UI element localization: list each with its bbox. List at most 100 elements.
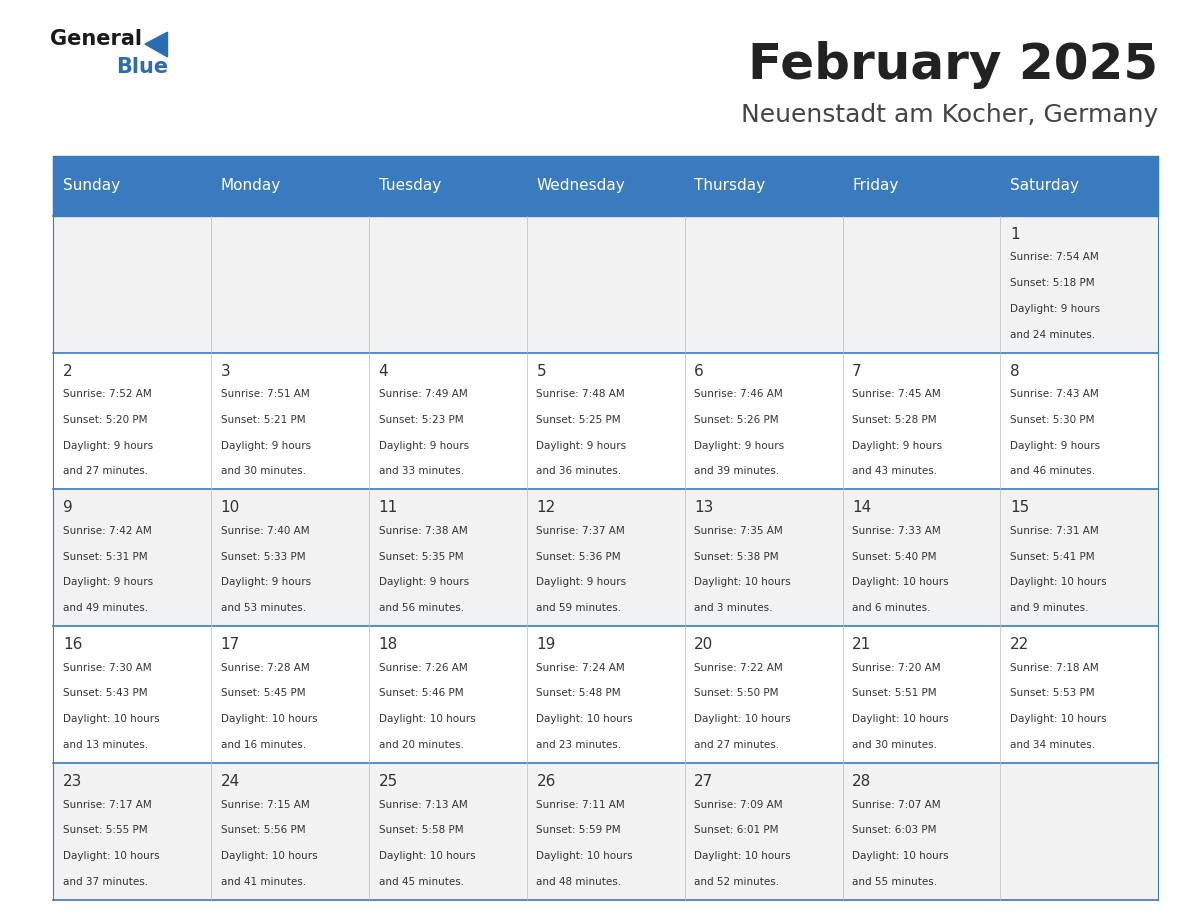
Text: Sunrise: 7:46 AM: Sunrise: 7:46 AM [694,389,783,399]
Text: 3: 3 [221,364,230,378]
Text: and 41 minutes.: and 41 minutes. [221,877,307,887]
Text: Sunset: 5:35 PM: Sunset: 5:35 PM [379,552,463,562]
Text: and 45 minutes.: and 45 minutes. [379,877,463,887]
Text: and 30 minutes.: and 30 minutes. [852,740,937,750]
Text: Sunrise: 7:52 AM: Sunrise: 7:52 AM [63,389,152,399]
Bar [53,626,1158,763]
Text: Sunset: 5:40 PM: Sunset: 5:40 PM [852,552,936,562]
Text: 11: 11 [379,500,398,515]
Text: Sunset: 5:45 PM: Sunset: 5:45 PM [221,688,305,699]
Text: Sunset: 5:59 PM: Sunset: 5:59 PM [537,825,621,835]
Text: Sunrise: 7:51 AM: Sunrise: 7:51 AM [221,389,310,399]
Text: Sunset: 5:20 PM: Sunset: 5:20 PM [63,415,147,425]
Text: Daylight: 10 hours: Daylight: 10 hours [694,714,791,724]
Text: 24: 24 [221,774,240,789]
Text: and 56 minutes.: and 56 minutes. [379,603,463,613]
Bar [53,763,1158,900]
Text: and 20 minutes.: and 20 minutes. [379,740,463,750]
Text: 14: 14 [852,500,871,515]
Text: Daylight: 10 hours: Daylight: 10 hours [852,851,949,861]
Text: Sunrise: 7:20 AM: Sunrise: 7:20 AM [852,663,941,673]
Text: Sunrise: 7:18 AM: Sunrise: 7:18 AM [1010,663,1099,673]
Text: Daylight: 9 hours: Daylight: 9 hours [221,577,311,588]
Text: 17: 17 [221,637,240,652]
Text: Daylight: 9 hours: Daylight: 9 hours [537,441,626,451]
Bar [53,216,1158,353]
Text: Sunset: 6:03 PM: Sunset: 6:03 PM [852,825,936,835]
Text: Daylight: 9 hours: Daylight: 9 hours [221,441,311,451]
Text: Sunrise: 7:17 AM: Sunrise: 7:17 AM [63,800,152,810]
Text: Sunset: 5:33 PM: Sunset: 5:33 PM [221,552,305,562]
Text: Sunset: 5:21 PM: Sunset: 5:21 PM [221,415,305,425]
Text: Daylight: 10 hours: Daylight: 10 hours [1010,577,1106,588]
Text: Neuenstadt am Kocher, Germany: Neuenstadt am Kocher, Germany [741,103,1158,127]
Text: and 9 minutes.: and 9 minutes. [1010,603,1088,613]
Text: and 55 minutes.: and 55 minutes. [852,877,937,887]
Text: Daylight: 9 hours: Daylight: 9 hours [694,441,784,451]
Text: 28: 28 [852,774,871,789]
Text: Daylight: 10 hours: Daylight: 10 hours [221,851,317,861]
Text: and 46 minutes.: and 46 minutes. [1010,466,1095,476]
Text: and 49 minutes.: and 49 minutes. [63,603,148,613]
Text: Sunset: 5:31 PM: Sunset: 5:31 PM [63,552,147,562]
Text: Sunrise: 7:09 AM: Sunrise: 7:09 AM [694,800,783,810]
Text: Daylight: 9 hours: Daylight: 9 hours [63,441,153,451]
Text: and 48 minutes.: and 48 minutes. [537,877,621,887]
Text: February 2025: February 2025 [748,41,1158,89]
Text: Sunrise: 7:37 AM: Sunrise: 7:37 AM [537,526,625,536]
Text: Daylight: 10 hours: Daylight: 10 hours [694,577,791,588]
Text: Daylight: 9 hours: Daylight: 9 hours [537,577,626,588]
Text: Sunset: 5:43 PM: Sunset: 5:43 PM [63,688,147,699]
Text: 25: 25 [379,774,398,789]
Text: and 3 minutes.: and 3 minutes. [694,603,773,613]
Text: Daylight: 10 hours: Daylight: 10 hours [537,714,633,724]
Text: Sunset: 5:36 PM: Sunset: 5:36 PM [537,552,621,562]
Text: 7: 7 [852,364,861,378]
Text: Blue: Blue [116,57,169,77]
Text: Sunrise: 7:40 AM: Sunrise: 7:40 AM [221,526,309,536]
Text: and 33 minutes.: and 33 minutes. [379,466,463,476]
Text: Wednesday: Wednesday [537,178,625,194]
Text: Sunrise: 7:07 AM: Sunrise: 7:07 AM [852,800,941,810]
Text: Daylight: 10 hours: Daylight: 10 hours [852,577,949,588]
Text: Sunrise: 7:38 AM: Sunrise: 7:38 AM [379,526,467,536]
Text: Sunrise: 7:30 AM: Sunrise: 7:30 AM [63,663,152,673]
Text: Sunset: 5:28 PM: Sunset: 5:28 PM [852,415,937,425]
Text: 10: 10 [221,500,240,515]
Text: Daylight: 9 hours: Daylight: 9 hours [379,441,469,451]
Text: Daylight: 10 hours: Daylight: 10 hours [63,851,159,861]
Text: Daylight: 10 hours: Daylight: 10 hours [1010,714,1106,724]
Text: Sunrise: 7:28 AM: Sunrise: 7:28 AM [221,663,310,673]
Text: 22: 22 [1010,637,1029,652]
Text: 6: 6 [694,364,704,378]
Text: Daylight: 10 hours: Daylight: 10 hours [379,714,475,724]
Text: 18: 18 [379,637,398,652]
Text: Daylight: 10 hours: Daylight: 10 hours [852,714,949,724]
Text: Daylight: 10 hours: Daylight: 10 hours [537,851,633,861]
Text: Sunset: 5:56 PM: Sunset: 5:56 PM [221,825,305,835]
Text: and 24 minutes.: and 24 minutes. [1010,330,1095,340]
Text: Sunset: 5:25 PM: Sunset: 5:25 PM [537,415,621,425]
Text: and 37 minutes.: and 37 minutes. [63,877,148,887]
Text: and 16 minutes.: and 16 minutes. [221,740,307,750]
Text: Tuesday: Tuesday [379,178,441,194]
Text: Daylight: 9 hours: Daylight: 9 hours [852,441,942,451]
Text: General: General [50,29,141,50]
Text: 13: 13 [694,500,714,515]
Text: 12: 12 [537,500,556,515]
Text: 2: 2 [63,364,72,378]
Text: Sunrise: 7:22 AM: Sunrise: 7:22 AM [694,663,783,673]
Text: Sunrise: 7:33 AM: Sunrise: 7:33 AM [852,526,941,536]
Text: 23: 23 [63,774,82,789]
Text: Sunset: 5:18 PM: Sunset: 5:18 PM [1010,278,1094,288]
Text: Sunrise: 7:43 AM: Sunrise: 7:43 AM [1010,389,1099,399]
Text: Sunrise: 7:11 AM: Sunrise: 7:11 AM [537,800,625,810]
Text: and 27 minutes.: and 27 minutes. [694,740,779,750]
Text: and 23 minutes.: and 23 minutes. [537,740,621,750]
Text: Sunrise: 7:15 AM: Sunrise: 7:15 AM [221,800,310,810]
Text: Sunset: 5:23 PM: Sunset: 5:23 PM [379,415,463,425]
Text: 21: 21 [852,637,871,652]
Text: Sunset: 5:30 PM: Sunset: 5:30 PM [1010,415,1094,425]
Text: Sunset: 5:50 PM: Sunset: 5:50 PM [694,688,779,699]
Text: Sunrise: 7:24 AM: Sunrise: 7:24 AM [537,663,625,673]
